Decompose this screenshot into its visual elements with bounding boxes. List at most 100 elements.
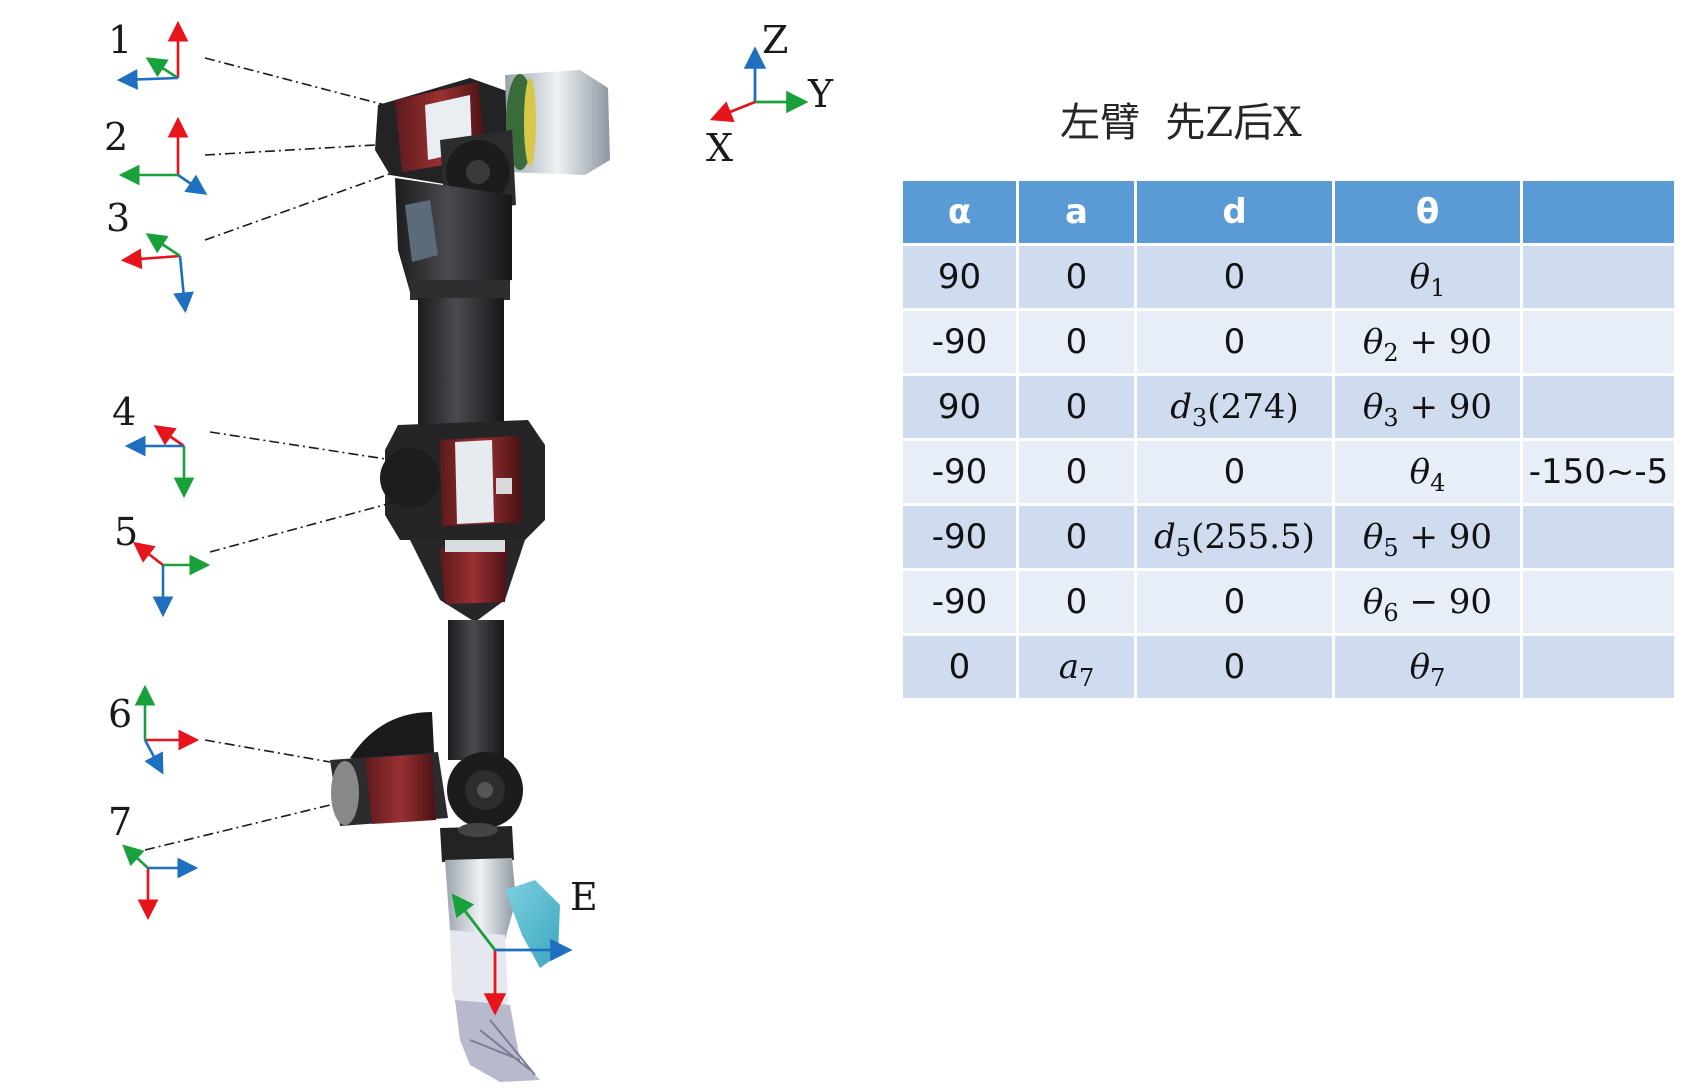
theta-subscript: 7 — [1430, 664, 1446, 692]
frame-label-5: 5 — [114, 510, 139, 554]
world-axis-z-label: Z — [762, 18, 789, 62]
theta-symbol: θ — [1409, 452, 1431, 492]
theta-offset: + 90 — [1398, 387, 1493, 427]
cell-theta: θ4 — [1332, 438, 1523, 506]
cell-alpha: 0 — [900, 633, 1019, 701]
theta-subscript: 2 — [1383, 339, 1399, 367]
theta-symbol: θ — [1362, 582, 1384, 622]
theta-subscript: 5 — [1383, 534, 1399, 562]
cell-alpha: 90 — [900, 373, 1019, 441]
header-range — [1520, 178, 1677, 246]
table-row: 90 0 0 θ1 — [900, 243, 1677, 311]
upper-arm-link — [418, 298, 504, 426]
cell-theta: θ7 — [1332, 633, 1523, 701]
table-header-row: α a d θ — [900, 178, 1677, 246]
table-row: -90 0 d5(255.5) θ5 + 90 — [900, 503, 1677, 571]
leader-lines — [144, 57, 406, 851]
header-d: d — [1134, 178, 1335, 246]
cell-range: -150~-5 — [1520, 438, 1677, 506]
table-row: -90 0 0 θ6 − 90 — [900, 568, 1677, 636]
cell-alpha: -90 — [900, 568, 1019, 636]
a-subscript: 7 — [1079, 664, 1095, 692]
frame-2 — [118, 116, 208, 195]
elbow-joint — [380, 420, 545, 622]
d-symbol: d — [1170, 387, 1193, 427]
table-row: -90 0 0 θ4 -150~-5 — [900, 438, 1677, 506]
cell-a: 0 — [1016, 308, 1137, 376]
robot-arm — [330, 70, 610, 1082]
cell-theta: θ1 — [1332, 243, 1523, 311]
table-row: 90 0 d3(274) θ3 + 90 — [900, 373, 1677, 441]
header-a: a — [1016, 178, 1137, 246]
cell-range — [1520, 243, 1677, 311]
d-value: (274) — [1207, 387, 1299, 427]
cell-d: 0 — [1134, 568, 1335, 636]
frame-4 — [124, 425, 195, 499]
cell-a: 0 — [1016, 243, 1137, 311]
cell-theta: θ6 − 90 — [1332, 568, 1523, 636]
frame-e — [451, 893, 573, 1016]
d-subscript: 5 — [1175, 534, 1192, 562]
theta-symbol: θ — [1362, 387, 1384, 427]
forearm-link — [448, 620, 504, 760]
cell-a: 0 — [1016, 373, 1137, 441]
cell-range — [1520, 633, 1677, 701]
d-symbol: d — [1154, 517, 1176, 557]
theta-symbol: θ — [1362, 517, 1384, 557]
world-frame — [709, 46, 809, 123]
world-axis-y-label: Y — [808, 72, 834, 116]
theta-offset: − 90 — [1398, 582, 1493, 622]
table-title: 左臂 先Z后X — [1060, 100, 1302, 146]
header-theta: θ — [1332, 178, 1523, 246]
frame-label-4: 4 — [112, 390, 137, 434]
dh-parameter-table: α a d θ 90 0 0 θ1 -90 0 0 θ2 + 90 90 0 d3(274) θ3 +… — [900, 178, 1677, 701]
frame-5 — [132, 541, 211, 618]
frame-label-6: 6 — [108, 692, 133, 736]
frame-1 — [116, 20, 189, 90]
cell-d: 0 — [1134, 308, 1335, 376]
cell-a: 0 — [1016, 438, 1137, 506]
theta-subscript: 6 — [1383, 599, 1399, 627]
cell-range — [1520, 308, 1677, 376]
frame-7 — [122, 844, 199, 921]
cell-alpha: -90 — [900, 438, 1019, 506]
cell-a: 0 — [1016, 568, 1137, 636]
cell-range — [1520, 373, 1677, 441]
cell-d: d5(255.5) — [1134, 503, 1335, 571]
d-subscript: 3 — [1192, 404, 1208, 432]
a-symbol: a — [1058, 647, 1079, 687]
cell-theta: θ2 + 90 — [1332, 308, 1523, 376]
frame-6 — [134, 684, 200, 775]
frame-label-3: 3 — [106, 196, 131, 240]
table-row: -90 0 0 θ2 + 90 — [900, 308, 1677, 376]
d-value: (255.5) — [1191, 517, 1315, 557]
cell-theta: θ3 + 90 — [1332, 373, 1523, 441]
cell-a: 0 — [1016, 503, 1137, 571]
table-row: 0 a7 0 θ7 — [900, 633, 1677, 701]
table-body: 90 0 0 θ1 -90 0 0 θ2 + 90 90 0 d3(274) θ3 + 90 -90 0 0… — [900, 243, 1677, 701]
cell-range — [1520, 503, 1677, 571]
theta-symbol: θ — [1409, 647, 1431, 687]
cell-alpha: -90 — [900, 503, 1019, 571]
cell-d: 0 — [1134, 633, 1335, 701]
frame-label-2: 2 — [104, 115, 129, 159]
cell-a: a7 — [1016, 633, 1137, 701]
frame-label-7: 7 — [108, 800, 133, 844]
cell-d: 0 — [1134, 438, 1335, 506]
cell-alpha: -90 — [900, 308, 1019, 376]
frame-3 — [120, 233, 194, 314]
theta-subscript: 3 — [1383, 404, 1399, 432]
theta-subscript: 1 — [1430, 274, 1446, 302]
world-axis-x-label: X — [706, 126, 734, 170]
theta-subscript: 4 — [1430, 469, 1446, 497]
robot-hand — [445, 858, 560, 1082]
frame-label-1: 1 — [108, 18, 133, 62]
cell-theta: θ5 + 90 — [1332, 503, 1523, 571]
cell-d: 0 — [1134, 243, 1335, 311]
wrist-joint — [330, 712, 523, 862]
theta-offset: + 90 — [1398, 322, 1493, 362]
cell-alpha: 90 — [900, 243, 1019, 311]
header-alpha: α — [900, 178, 1019, 246]
theta-symbol: θ — [1362, 322, 1384, 362]
